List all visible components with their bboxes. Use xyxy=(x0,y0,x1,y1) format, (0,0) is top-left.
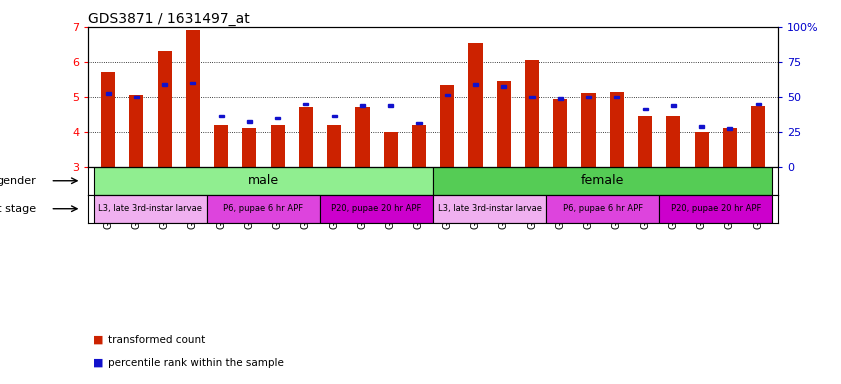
Text: L3, late 3rd-instar larvae: L3, late 3rd-instar larvae xyxy=(437,204,542,213)
Bar xyxy=(695,132,709,167)
Bar xyxy=(558,98,563,100)
Bar xyxy=(525,60,539,167)
Text: transformed count: transformed count xyxy=(108,335,205,345)
Bar xyxy=(299,107,313,167)
Bar xyxy=(105,92,111,94)
Bar xyxy=(643,108,648,110)
Bar xyxy=(433,167,772,195)
Bar xyxy=(659,195,772,223)
Bar xyxy=(219,115,224,117)
Bar xyxy=(101,72,115,167)
Text: development stage: development stage xyxy=(0,204,36,214)
Text: GDS3871 / 1631497_at: GDS3871 / 1631497_at xyxy=(88,12,250,26)
Bar xyxy=(433,195,546,223)
Bar xyxy=(157,51,172,167)
Bar xyxy=(214,125,228,167)
Bar xyxy=(331,115,336,117)
Bar xyxy=(134,96,139,98)
Bar xyxy=(190,82,195,84)
Text: ■: ■ xyxy=(93,358,103,368)
Bar xyxy=(671,104,676,107)
Bar xyxy=(207,195,320,223)
Text: gender: gender xyxy=(0,176,36,186)
Text: L3, late 3rd-instar larvae: L3, late 3rd-instar larvae xyxy=(98,204,203,213)
Bar xyxy=(727,127,733,129)
Bar xyxy=(610,91,624,167)
Bar xyxy=(271,125,285,167)
Bar xyxy=(751,106,765,167)
Bar xyxy=(383,132,398,167)
Text: P6, pupae 6 hr APF: P6, pupae 6 hr APF xyxy=(224,204,304,213)
Bar xyxy=(389,104,394,107)
Bar xyxy=(468,43,483,167)
Bar xyxy=(416,122,421,124)
Bar xyxy=(638,116,652,167)
Bar xyxy=(360,104,365,107)
Bar xyxy=(356,107,369,167)
Text: female: female xyxy=(581,174,624,187)
Text: percentile rank within the sample: percentile rank within the sample xyxy=(108,358,283,368)
Bar xyxy=(614,96,619,98)
Bar xyxy=(242,128,257,167)
Bar xyxy=(530,96,535,98)
Bar xyxy=(497,81,510,167)
Text: male: male xyxy=(248,174,279,187)
Bar xyxy=(546,195,659,223)
Bar xyxy=(586,96,591,98)
Bar xyxy=(581,93,595,167)
Bar xyxy=(327,125,341,167)
Bar xyxy=(275,117,280,119)
Bar xyxy=(247,120,252,122)
Text: P20, pupae 20 hr APF: P20, pupae 20 hr APF xyxy=(670,204,761,213)
Bar xyxy=(94,167,433,195)
Bar xyxy=(440,84,454,167)
Bar xyxy=(755,103,760,105)
Bar xyxy=(553,99,568,167)
Bar xyxy=(130,95,144,167)
Bar xyxy=(473,83,478,86)
Bar xyxy=(162,83,167,86)
Bar xyxy=(666,116,680,167)
Bar xyxy=(320,195,433,223)
Text: P20, pupae 20 hr APF: P20, pupae 20 hr APF xyxy=(331,204,422,213)
Bar xyxy=(722,128,737,167)
Text: ■: ■ xyxy=(93,335,103,345)
Bar xyxy=(304,103,309,105)
Bar xyxy=(445,94,450,96)
Bar xyxy=(94,195,207,223)
Bar xyxy=(501,85,506,88)
Text: P6, pupae 6 hr APF: P6, pupae 6 hr APF xyxy=(563,204,643,213)
Bar xyxy=(699,125,704,128)
Bar xyxy=(186,30,200,167)
Bar xyxy=(412,125,426,167)
